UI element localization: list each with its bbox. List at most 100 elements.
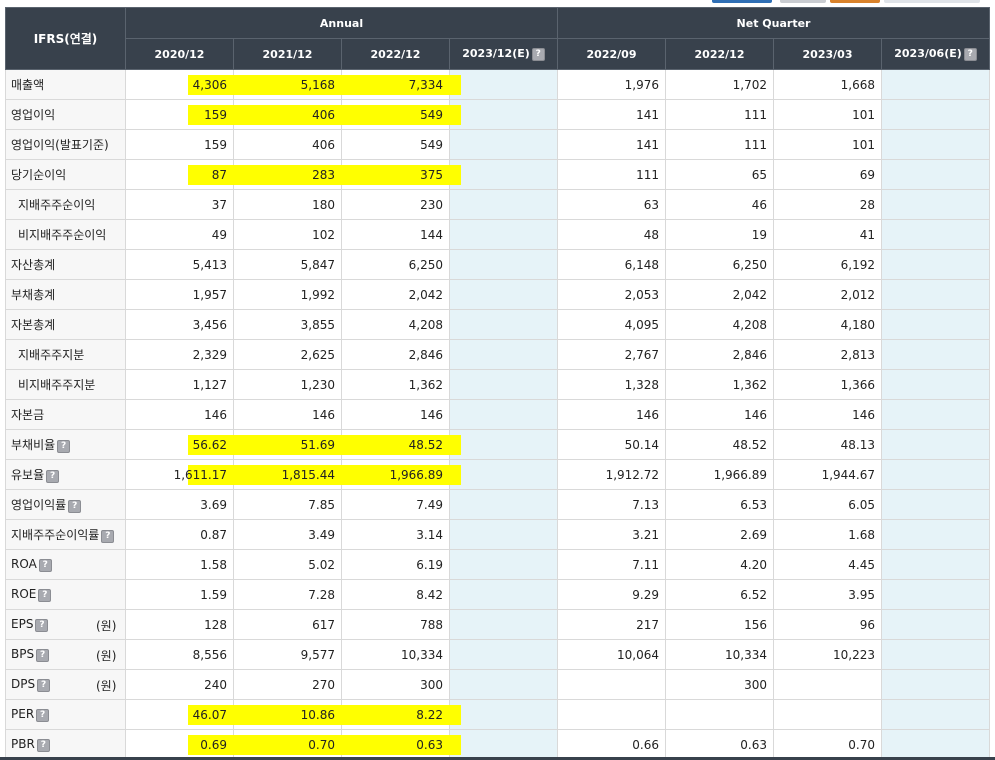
table-cell [448,69,559,100]
cell-value: 283 [312,167,335,182]
unit-label: (원) [96,679,117,693]
cell-value: 5,847 [300,257,335,272]
help-icon[interactable]: ? [36,709,50,722]
table-cell: 3,855 [233,309,342,340]
cell-value: 6,148 [624,257,660,272]
top-tab-light[interactable] [884,0,980,3]
table-row: DPS? (원) 240 270 300 300 [5,669,991,700]
table-cell: 1.58 [125,549,234,580]
cell-value: 1.68 [848,527,876,542]
row-label-text: 지배주주순이익 [18,198,96,212]
cell-value: 7.13 [632,497,660,512]
table-cell: 0.66 [557,729,667,760]
table-cell: 300 [665,669,775,700]
cell-value: 48.52 [408,437,443,452]
period-label: 2023/12(E) [462,47,530,60]
table-cell [881,339,991,370]
highlight-mark [232,705,343,725]
table-cell [881,519,991,550]
cell-value: 1,611.17 [173,467,227,482]
table-cell: 2,625 [233,339,342,370]
table-row: 부채총계 1,957 1,992 2,042 2,053 2,042 2,012 [5,279,991,310]
table-cell: 2,813 [773,339,883,370]
top-tab-orange[interactable] [830,0,880,3]
cell-value: 7.11 [632,557,660,572]
table-row: 지배주주순이익 37 180 230 63 46 28 [5,189,991,220]
highlight-mark [340,165,461,185]
help-icon[interactable]: ? [36,649,50,662]
row-label-text: PER [11,707,35,721]
table-cell: 0.69 [125,729,235,760]
table-cell: 1,966.89 [340,459,461,490]
table-row: ROE? 1.59 7.28 8.42 9.29 6.52 3.95 [5,579,991,610]
cell-value: 1.59 [200,587,227,602]
table-cell: 1.59 [125,579,234,610]
cell-value: 144 [420,227,443,242]
table-row: 영업이익(발표기준) 159 406 549 141 111 101 [5,129,991,160]
top-tab-blue[interactable] [712,0,772,3]
table-cell: 6.52 [665,579,775,610]
table-row: 비지배주주순이익 49 102 144 48 19 41 [5,219,991,250]
table-cell: 10,223 [773,639,883,670]
table-cell: 46 [665,189,775,220]
help-icon[interactable]: ? [963,48,977,61]
cell-value: 41 [859,227,876,242]
cell-value: 146 [852,407,876,422]
help-icon[interactable]: ? [35,619,49,632]
help-icon[interactable]: ? [46,470,60,483]
highlight-mark [232,465,343,485]
cell-value: 617 [312,617,335,632]
help-icon[interactable]: ? [38,559,52,572]
help-icon[interactable]: ? [101,530,115,543]
cell-value: 2,042 [408,287,443,302]
table-cell: 3.95 [773,579,883,610]
financial-summary-table: IFRS(연결) Annual Net Quarter 2020/12 2021/… [5,7,991,760]
table-cell: 5,413 [125,249,234,280]
table-cell: 146 [773,399,883,430]
cell-value: 7.49 [416,497,443,512]
help-icon[interactable]: ? [68,500,82,513]
cell-value: 146 [312,407,335,422]
table-row: 지배주주지분 2,329 2,625 2,846 2,767 2,846 2,813 [5,339,991,370]
cell-value: 1,230 [300,377,335,392]
table-cell: 101 [773,99,883,130]
table-cell: 49 [125,219,234,250]
cell-value: 1,328 [624,377,660,392]
table-cell [881,579,991,610]
period-header-5: 2022/12 [665,38,775,70]
table-row: PBR? 0.69 0.70 0.63 0.66 0.63 0.70 [5,729,991,760]
table-cell: 5.02 [233,549,342,580]
table-cell: 1,328 [557,369,667,400]
cell-value: 3,456 [192,317,227,332]
table-cell [881,129,991,160]
cell-value: 8.22 [416,707,443,722]
table-cell: 4.20 [665,549,775,580]
table-cell [881,489,991,520]
cell-value: 7,334 [408,77,443,92]
cell-value: 0.70 [848,737,876,752]
cell-value: 4.45 [848,557,876,572]
cell-value: 156 [744,617,768,632]
help-icon[interactable]: ? [57,440,71,453]
help-icon[interactable]: ? [38,589,52,602]
period-header-6: 2023/03 [773,38,883,70]
table-cell: 1,230 [233,369,342,400]
row-label-text: PBR [11,737,35,751]
table-cell: 549 [341,129,450,160]
cell-value: 5,168 [300,77,335,92]
unit-label: (원) [96,649,117,663]
help-icon[interactable]: ? [531,48,545,61]
table-cell [448,549,559,580]
table-cell [881,639,991,670]
top-tab-gray[interactable] [780,0,826,3]
table-cell: 65 [665,159,775,190]
table-cell: 788 [341,609,450,640]
row-label: 부채비율? [5,429,126,460]
table-cell: 156 [665,609,775,640]
table-cell: 0.63 [665,729,775,760]
cell-value: 3.69 [200,497,227,512]
help-icon[interactable]: ? [36,739,50,752]
table-row: 자산총계 5,413 5,847 6,250 6,148 6,250 6,192 [5,249,991,280]
help-icon[interactable]: ? [37,679,51,692]
period-header-7: 2023/06(E)? [881,38,991,70]
